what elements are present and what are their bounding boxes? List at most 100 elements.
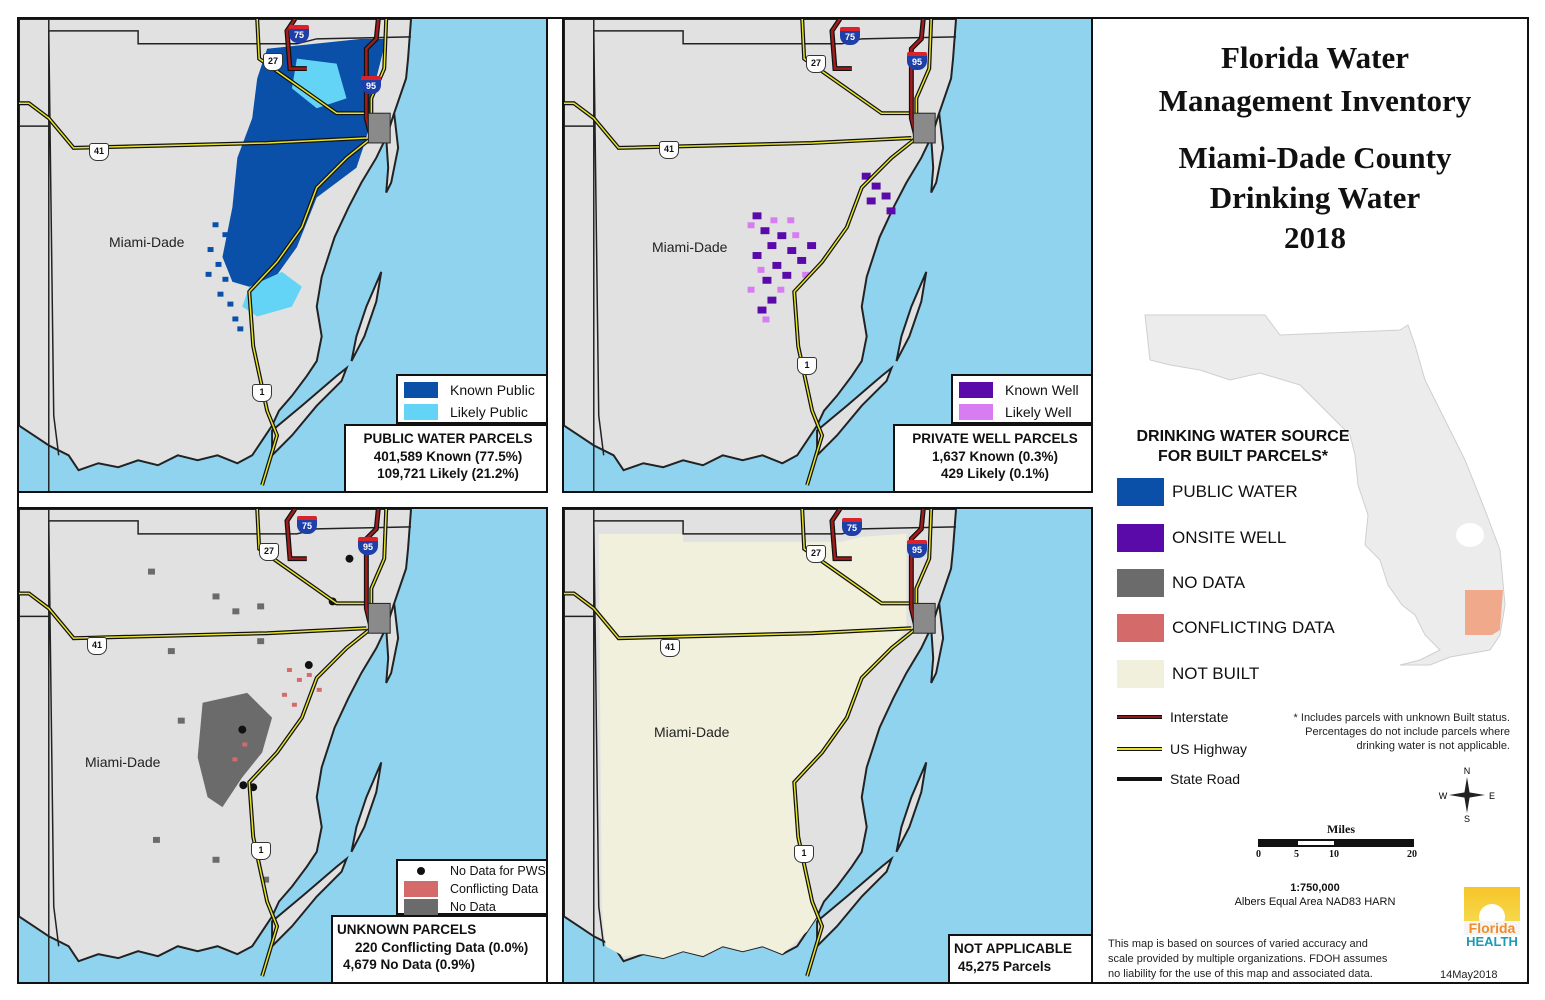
main-legend-item-not-built: NOT BUILT: [1117, 660, 1259, 688]
downtown-area: [912, 112, 936, 144]
subtitle-year: 2018: [1284, 220, 1346, 255]
county-label: Miami-Dade: [654, 724, 730, 740]
county-line: [48, 30, 60, 456]
county-line: [593, 30, 957, 45]
key-largo: [816, 364, 894, 458]
us-41-shield: 41: [87, 637, 107, 655]
florida-outline: [1144, 314, 1506, 666]
barrier-island-south: [895, 762, 928, 853]
stats-title: UNKNOWN PARCELS: [337, 922, 477, 937]
stats-title: PUBLIC WATER PARCELS: [363, 431, 533, 446]
subtitle-line-1: Miami-Dade County: [1178, 140, 1452, 175]
public-water-swatch: [1117, 478, 1164, 506]
no-data-pws-dot-icon: [404, 863, 438, 879]
likely-public-swatch: [404, 404, 438, 420]
legend-item-known-well: Known Well: [953, 379, 1091, 401]
county-label: Miami-Dade: [109, 234, 185, 250]
downtown-area: [912, 602, 936, 634]
county-line: [593, 520, 605, 947]
stats-box-public-water: PUBLIC WATER PARCELS 401,589 Known (77.5…: [344, 424, 546, 491]
map-canvas: [564, 509, 958, 982]
map-canvas: [19, 19, 413, 491]
scale-ticks: 0 5 10 20: [1256, 849, 1417, 860]
svg-text:E: E: [1489, 791, 1495, 801]
barrier-island-south: [350, 271, 383, 362]
scale-bar-graphic: [1258, 839, 1414, 847]
projection-text: Albers Equal Area NAD83 HARN: [1234, 896, 1396, 908]
known-public-swatch: [404, 382, 438, 398]
us-1-shield: 1: [797, 357, 817, 375]
conflicting-swatch: [1117, 614, 1164, 642]
known-well-swatch: [959, 382, 993, 398]
map-canvas: [564, 19, 958, 491]
main-legend-item-onsite-well: ONSITE WELL: [1117, 524, 1286, 552]
svg-text:W: W: [1439, 791, 1448, 801]
barrier-island-south: [895, 271, 928, 362]
barrier-island-south: [350, 762, 383, 853]
not-built-swatch: [1117, 660, 1164, 688]
interstate-95-shield: 95: [907, 540, 927, 558]
stats-box-private-well: PRIVATE WELL PARCELS 1,637 Known (0.3%) …: [893, 424, 1091, 491]
legend-item-likely-well: Likely Well: [953, 401, 1091, 423]
interstate-95-shield: 95: [907, 52, 927, 70]
panel-private-well: Miami-Dade 75 95 27 41 1 Known Well Like…: [562, 17, 1093, 493]
us-41-shield: 41: [89, 143, 109, 161]
road-legend-state-road: State Road: [1117, 771, 1240, 787]
interstate-75-shield: 75: [289, 25, 309, 43]
florida-inset-map: [1144, 314, 1506, 666]
legend-item-no-data-pws: No Data for PWS: [398, 862, 546, 880]
stats-title: NOT APPLICABLE: [954, 941, 1072, 956]
interstate-95-shield: 95: [361, 76, 381, 94]
svg-text:S: S: [1464, 814, 1470, 824]
title-line-2: Management Inventory: [1158, 83, 1472, 118]
us-41-shield: 41: [659, 141, 679, 159]
interstate-95-shield: 95: [358, 537, 378, 555]
panel-legend: Known Public Likely Public: [396, 374, 546, 424]
interstate-75-shield: 75: [297, 516, 317, 534]
us-41-shield: 41: [660, 639, 680, 657]
scale-ratio: 1:750,000: [1290, 882, 1340, 894]
county-line: [48, 30, 412, 45]
stats-parcels: 45,275 Parcels: [958, 958, 1052, 974]
disclaimer: This map is based on sources of varied a…: [1108, 938, 1388, 980]
stats-likely: 429 Likely (0.1%): [940, 466, 1050, 481]
stats-title: PRIVATE WELL PARCELS: [912, 431, 1078, 446]
panel-not-applicable: Miami-Dade 75 95 27 41 1 NOT APPLICABLE …: [562, 507, 1093, 984]
stats-conflicting: 220 Conflicting Data (0.0%): [355, 939, 529, 955]
stats-known: 401,589 Known (77.5%): [373, 448, 523, 464]
scale-bar: Miles 0 5 10 20: [1246, 822, 1426, 861]
miami-dade-highlight: [1465, 590, 1503, 635]
legend-item-likely-public: Likely Public: [398, 401, 546, 423]
main-legend-item-conflicting: CONFLICTING DATA: [1117, 614, 1335, 642]
no-data-swatch: [1117, 569, 1164, 597]
main-legend-item-public-water: PUBLIC WATER: [1117, 478, 1298, 506]
us-27-shield: 27: [263, 53, 283, 71]
road-legend-interstate: Interstate: [1117, 709, 1228, 725]
key-largo: [271, 364, 349, 458]
county-line: [593, 30, 605, 456]
conflicting-swatch: [404, 881, 438, 897]
stats-no-data: 4,679 No Data (0.9%): [343, 957, 476, 972]
county-label: Miami-Dade: [85, 754, 161, 770]
panel-public-water: Miami-Dade 75 95 27 41 1 Known Public Li…: [17, 17, 548, 493]
state-road-line-icon: [1117, 777, 1162, 781]
county-line: [48, 520, 412, 535]
legend-item-known-public: Known Public: [398, 379, 546, 401]
north-arrow-icon: N S W E: [1439, 766, 1495, 824]
no-data-swatch: [404, 899, 438, 915]
interstate-75-shield: 75: [840, 27, 860, 45]
legend-item-no-data: No Data: [398, 898, 546, 916]
us-27-shield: 27: [806, 545, 826, 563]
us-1-shield: 1: [251, 842, 271, 860]
legend-item-conflicting: Conflicting Data: [398, 880, 546, 898]
downtown-area: [367, 602, 391, 634]
lake-okeechobee: [1456, 523, 1484, 547]
subtitle-line-2: Drinking Water: [1209, 180, 1421, 215]
land-mass: [564, 19, 958, 472]
us-27-shield: 27: [806, 55, 826, 73]
interstate-75-shield: 75: [842, 518, 862, 536]
main-legend-title: DRINKING WATER SOURCE FOR BUILT PARCELS*: [1136, 428, 1350, 465]
florida-health-logo: Florida HEALTH: [1464, 887, 1520, 949]
onsite-well-swatch: [1117, 524, 1164, 552]
stats-box-unknown: UNKNOWN PARCELS 220 Conflicting Data (0.…: [331, 915, 546, 982]
